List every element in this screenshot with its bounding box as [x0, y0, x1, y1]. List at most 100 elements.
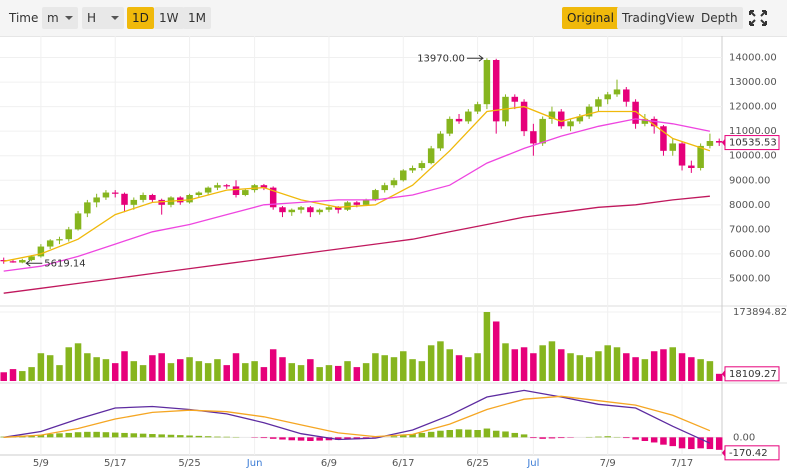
- volume-bar: [483, 312, 491, 381]
- macd-bar: [102, 432, 110, 438]
- volume-bar: [93, 357, 100, 381]
- volume-bar: [446, 349, 453, 381]
- x-tick-label: 5/9: [33, 458, 49, 469]
- candle-body: [353, 202, 361, 205]
- view-button[interactable]: Original: [562, 7, 619, 29]
- candle-body: [641, 118, 649, 124]
- macd-bar: [177, 435, 184, 438]
- macd-bar: [214, 436, 221, 438]
- view-button[interactable]: Depth: [696, 7, 743, 29]
- volume-bar: [455, 355, 463, 381]
- volume-bar: [539, 345, 546, 381]
- x-tick-label: 6/9: [321, 458, 337, 469]
- volume-bar: [307, 359, 314, 381]
- candle-body: [557, 111, 565, 127]
- candle-body: [548, 111, 556, 119]
- view-button[interactable]: TradingView: [617, 7, 700, 29]
- y-tick-label: 5000.00: [729, 273, 770, 284]
- fullscreen-button[interactable]: [748, 9, 768, 27]
- candle-body: [37, 246, 45, 257]
- volume-bar: [65, 347, 73, 381]
- candle-body: [9, 261, 17, 263]
- volume-bar: [56, 365, 63, 381]
- volume-bar: [669, 347, 677, 381]
- candle-body: [204, 187, 212, 193]
- volume-bar: [28, 367, 35, 381]
- macd-bar: [604, 436, 611, 438]
- candle-body: [455, 118, 463, 122]
- macd-line: [3, 395, 711, 438]
- macd-bar: [409, 434, 416, 438]
- candle-body: [632, 101, 639, 124]
- macd-bar: [520, 434, 528, 438]
- candle-body: [325, 207, 333, 210]
- x-tick-label: Jul: [526, 458, 539, 469]
- candle-body: [279, 207, 286, 213]
- interval-button[interactable]: 1D: [127, 7, 154, 29]
- volume-bar: [9, 369, 17, 381]
- volume-bar: [530, 353, 537, 381]
- volume-bar: [242, 363, 249, 381]
- macd-bar: [465, 429, 472, 438]
- interval-button[interactable]: 1M: [183, 7, 211, 29]
- candle-body: [102, 192, 110, 198]
- candle-body: [446, 118, 453, 134]
- candle-body: [214, 185, 221, 188]
- candle-body: [678, 143, 686, 166]
- volume-bar: [548, 341, 556, 381]
- candle-body: [520, 101, 528, 132]
- volume-bar: [595, 351, 602, 381]
- x-tick-label: 6/25: [466, 458, 488, 469]
- macd-line: [3, 389, 711, 444]
- candle-body: [492, 60, 500, 122]
- y-tick-label: 7000.00: [729, 224, 770, 235]
- macd-bar: [502, 431, 509, 438]
- macd-bar: [121, 432, 128, 438]
- candle-body: [74, 213, 82, 230]
- macd-bar: [483, 428, 491, 438]
- volume-bar: [0, 372, 7, 381]
- macd-bar: [688, 437, 695, 450]
- macd-bar: [446, 430, 453, 438]
- volume-bar: [390, 357, 398, 381]
- minute-select[interactable]: m: [42, 7, 78, 29]
- time-label: Time: [9, 11, 39, 25]
- volume-bar: [409, 359, 416, 381]
- candle-body: [418, 163, 426, 168]
- candle-body: [121, 193, 128, 205]
- candle-body: [130, 199, 138, 205]
- volume-bar: [46, 355, 54, 381]
- macd-bar: [678, 437, 686, 449]
- macd-bar: [37, 434, 45, 438]
- macd-bar: [455, 429, 463, 438]
- y-tick-label: 9000.00: [729, 175, 770, 186]
- volume-bar: [344, 361, 351, 381]
- macd-bar: [149, 434, 156, 438]
- volume-bar: [74, 343, 82, 381]
- candle-body: [688, 165, 695, 168]
- annotation-label: 13970.00: [417, 53, 465, 64]
- volume-bar: [297, 365, 305, 381]
- candle-body: [697, 145, 704, 168]
- volume-tag-pointer: [722, 369, 725, 378]
- macd-bar: [84, 431, 91, 438]
- hour-select[interactable]: H: [82, 7, 124, 29]
- chart: 5/9 5/17 5/25 Jun 6/9 6/17 6/25 Jul 7/9 7/17 5000.…: [0, 36, 787, 469]
- y-tick-label: 12000.00: [729, 102, 777, 113]
- candle-body: [613, 89, 621, 95]
- candle-body: [437, 133, 444, 149]
- macd-bar: [390, 436, 398, 438]
- candle-body: [530, 131, 537, 144]
- ma-line: [3, 105, 711, 262]
- candle-body: [390, 180, 398, 186]
- volume-bar: [427, 345, 435, 381]
- macd-bar: [186, 435, 193, 438]
- ma-line: [3, 118, 711, 272]
- volume-bar: [362, 363, 370, 381]
- interval-button[interactable]: 1W: [154, 7, 184, 29]
- y-tick-label: 8000.00: [729, 200, 770, 211]
- macd-bar: [288, 437, 296, 441]
- macd-tag-pointer: [722, 448, 725, 457]
- candle-body: [409, 168, 416, 171]
